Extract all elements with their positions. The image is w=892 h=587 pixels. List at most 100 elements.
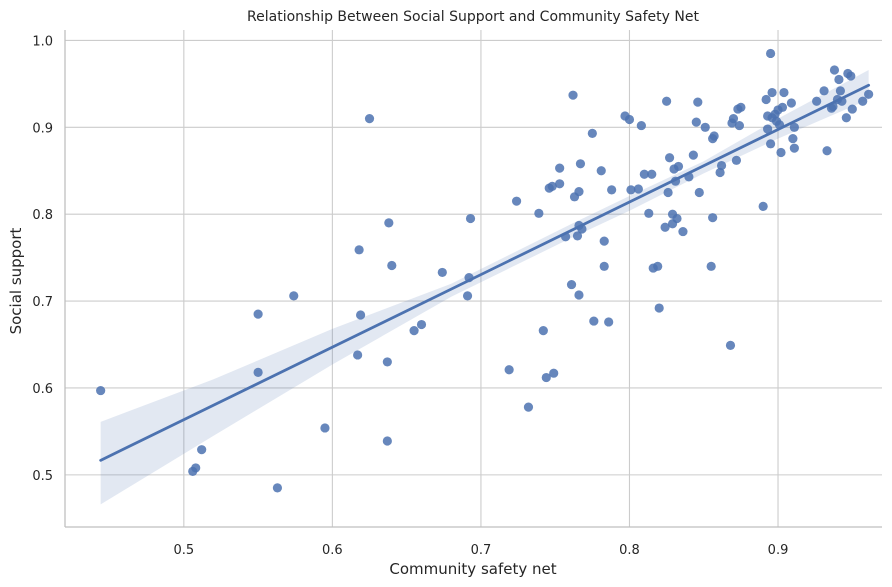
data-point	[812, 96, 822, 106]
data-point	[96, 385, 106, 396]
data-point	[694, 187, 704, 198]
data-point	[653, 261, 663, 271]
data-point	[761, 94, 771, 105]
data-point	[384, 218, 394, 228]
x-axis-label: Community safety net	[389, 560, 556, 578]
data-point	[777, 102, 788, 112]
y-tick-label: 0.8	[32, 208, 53, 223]
x-tick-labels: 0.5 0.6 0.7 0.8 0.9	[173, 543, 788, 558]
x-tick-label: 0.9	[768, 543, 789, 558]
data-point	[672, 213, 682, 224]
data-point	[636, 120, 646, 131]
data-point	[197, 445, 207, 455]
data-point	[822, 146, 832, 156]
regression-line	[99, 83, 871, 462]
x-tick-label: 0.5	[173, 543, 194, 558]
data-point	[626, 185, 636, 195]
data-point	[829, 65, 840, 75]
data-point	[462, 291, 473, 301]
data-point	[708, 213, 718, 223]
data-point	[547, 181, 557, 191]
data-point	[660, 222, 670, 232]
data-point	[511, 196, 522, 206]
data-point	[647, 169, 657, 179]
data-point	[607, 185, 617, 195]
data-point	[382, 436, 392, 446]
data-point	[691, 117, 701, 127]
data-point	[599, 236, 609, 246]
data-point	[538, 326, 548, 336]
data-point	[353, 350, 363, 360]
data-point	[673, 161, 684, 172]
y-tick-label: 0.7	[32, 295, 53, 310]
x-tick-label: 0.7	[471, 543, 492, 558]
data-point	[568, 90, 578, 100]
data-point	[364, 114, 375, 124]
confidence-band-area	[100, 69, 869, 505]
data-point	[834, 74, 844, 85]
data-point	[289, 291, 299, 301]
data-point	[678, 226, 688, 237]
data-point	[555, 163, 565, 173]
data-point	[847, 104, 857, 114]
data-point	[253, 309, 263, 319]
data-point	[688, 150, 698, 160]
data-point	[663, 187, 673, 198]
data-point	[437, 267, 447, 278]
data-point	[654, 303, 664, 313]
data-point	[356, 310, 366, 320]
axes	[64, 30, 882, 528]
data-point	[272, 483, 283, 493]
data-point	[587, 128, 597, 138]
data-point	[758, 201, 768, 211]
data-point	[858, 96, 868, 106]
data-point	[716, 160, 727, 171]
y-tick-label: 1.0	[32, 34, 53, 49]
y-tick-label: 0.5	[32, 469, 53, 484]
regression-line-group	[99, 83, 871, 462]
data-point	[534, 208, 544, 218]
data-point	[382, 357, 392, 367]
data-point	[409, 326, 419, 336]
data-point	[846, 71, 856, 81]
x-tick-label: 0.8	[619, 543, 640, 558]
data-point	[572, 231, 583, 241]
data-point	[731, 155, 742, 165]
data-point	[555, 179, 565, 189]
data-point	[191, 463, 201, 473]
data-point	[566, 279, 577, 290]
data-point	[624, 114, 635, 125]
data-point	[819, 86, 829, 96]
data-point	[765, 48, 776, 59]
data-point	[633, 184, 643, 194]
data-point	[541, 372, 551, 383]
data-point	[706, 261, 716, 271]
data-point	[575, 159, 586, 169]
data-point	[734, 120, 744, 131]
data-point	[835, 86, 846, 96]
data-point	[639, 169, 649, 179]
data-point	[693, 97, 703, 107]
data-point	[504, 365, 514, 375]
data-point	[604, 317, 614, 327]
data-point	[549, 368, 559, 378]
data-point	[662, 96, 672, 106]
data-point	[354, 245, 364, 255]
data-point	[416, 319, 427, 330]
data-point	[763, 124, 773, 134]
data-point	[767, 87, 777, 98]
data-point	[599, 261, 609, 271]
data-point	[789, 122, 799, 132]
data-point	[765, 139, 776, 149]
data-point	[841, 113, 851, 123]
data-point	[253, 367, 263, 377]
data-point	[320, 423, 330, 433]
data-point	[644, 208, 654, 218]
y-tick-labels: 0.5 0.6 0.7 0.8 0.9 1.0	[32, 34, 53, 483]
data-point	[864, 89, 874, 99]
data-point	[715, 167, 725, 178]
data-point	[725, 340, 736, 351]
data-point	[664, 153, 675, 163]
data-point	[387, 260, 397, 271]
y-tick-label: 0.9	[32, 121, 53, 136]
